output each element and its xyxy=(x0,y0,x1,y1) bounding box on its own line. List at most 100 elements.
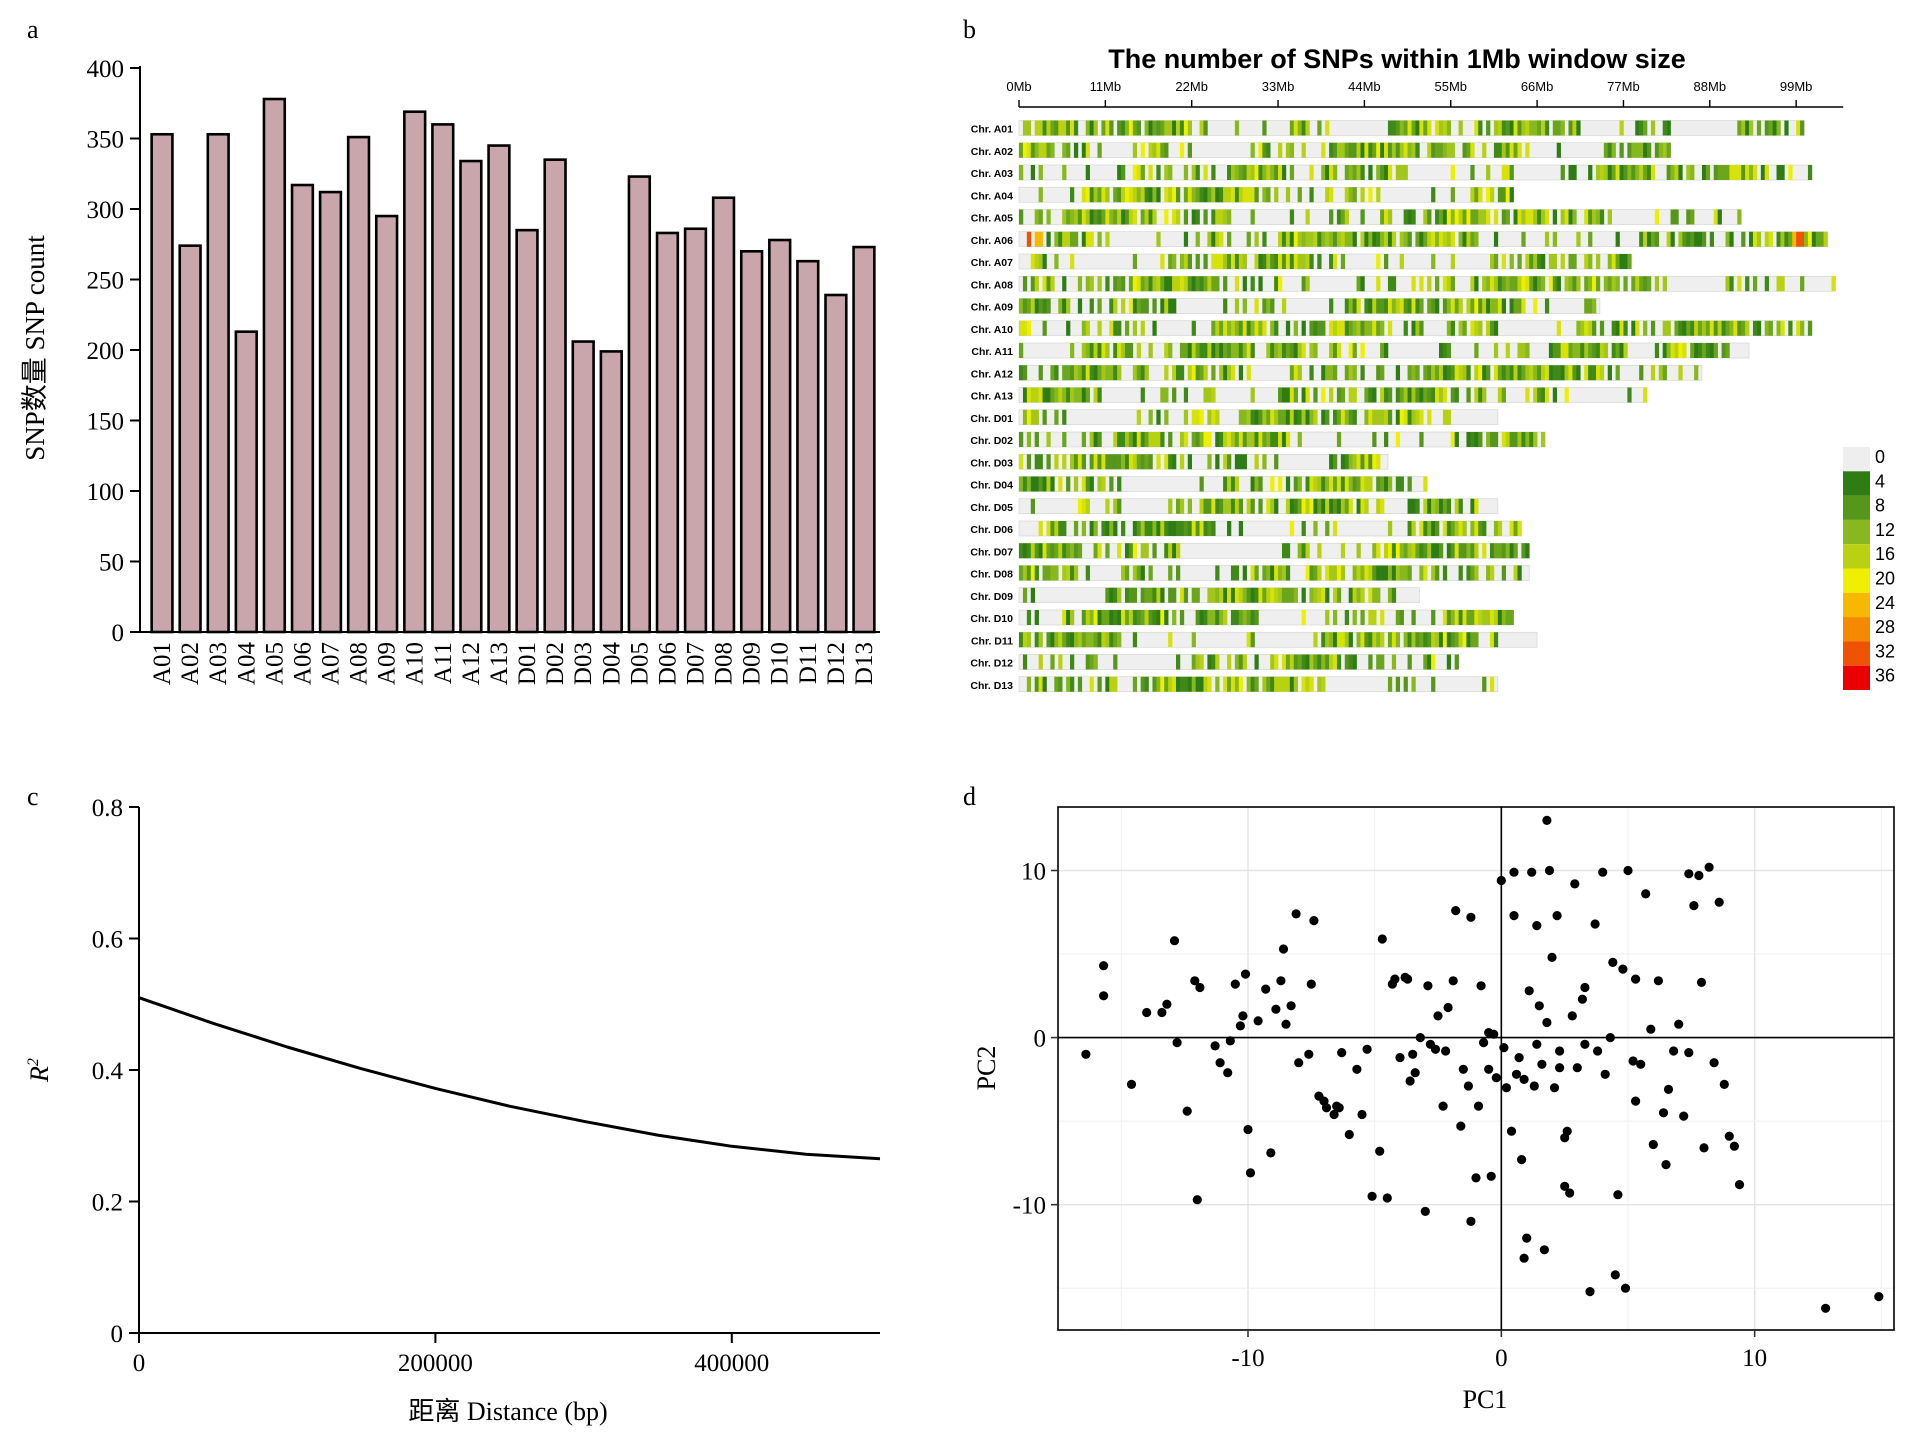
snp-window-cell xyxy=(1380,209,1385,225)
snp-window-cell xyxy=(1482,610,1487,625)
snp-window-cell xyxy=(1560,365,1565,381)
snp-window-cell xyxy=(1529,365,1534,381)
snp-window-cell xyxy=(1348,409,1353,425)
snp-window-cell xyxy=(1505,365,1510,381)
snp-window-cell xyxy=(1399,254,1404,269)
bar-chart-x-tick-label: A04 xyxy=(233,642,260,686)
snp-window-cell xyxy=(1026,610,1032,625)
snp-window-cell xyxy=(1093,187,1098,203)
snp-window-cell xyxy=(1152,676,1157,692)
snp-window-cell xyxy=(1340,254,1346,269)
snp-window-cell xyxy=(1438,231,1444,247)
bar-A10 xyxy=(403,110,427,634)
snp-window-cell xyxy=(1250,676,1255,692)
snp-window-cell xyxy=(1348,498,1353,514)
snp-window-cell xyxy=(1764,276,1769,292)
snp-window-cell xyxy=(1462,365,1467,381)
bar-A04 xyxy=(234,330,258,634)
snp-window-cell xyxy=(1399,231,1404,247)
snp-window-cell xyxy=(1407,298,1412,314)
pca-sample-point xyxy=(1648,1139,1658,1150)
snp-window-cell xyxy=(1399,165,1404,180)
snp-window-cell xyxy=(1207,187,1212,203)
snp-window-cell xyxy=(1442,632,1448,648)
snp-window-cell xyxy=(1474,543,1479,559)
pca-sample-point xyxy=(1484,1064,1494,1074)
pca-sample-point xyxy=(1329,1109,1339,1120)
pca-y-tick-label: 10 xyxy=(1021,858,1046,885)
snp-window-cell xyxy=(1572,209,1577,225)
snp-window-cell xyxy=(1168,587,1173,603)
snp-window-cell xyxy=(1019,565,1024,581)
snp-window-cell xyxy=(1690,209,1695,225)
snp-window-cell xyxy=(1121,454,1126,470)
snp-window-cell xyxy=(1172,254,1177,269)
pca-sample-point xyxy=(1542,1017,1552,1028)
snp-window-cell xyxy=(1019,142,1024,158)
pca-sample-point xyxy=(1509,911,1519,921)
snp-window-cell xyxy=(1713,209,1718,225)
snp-window-cell xyxy=(1336,320,1342,336)
snp-window-cell xyxy=(1391,120,1397,136)
snp-window-cell xyxy=(1301,610,1306,625)
snp-window-cell xyxy=(1179,587,1185,603)
snp-window-cell xyxy=(1505,165,1510,180)
snp-window-cell xyxy=(1136,454,1141,470)
snp-window-cell xyxy=(1438,543,1444,559)
snp-window-cell xyxy=(1309,254,1314,269)
snp-window-cell xyxy=(1580,343,1585,358)
snp-window-cell xyxy=(1344,654,1349,670)
snp-window-cell xyxy=(1725,320,1730,336)
snp-window-cell xyxy=(1423,120,1428,136)
snp-window-cell xyxy=(1019,209,1024,225)
snp-window-cell xyxy=(1788,165,1793,180)
legend-label: 20 xyxy=(1875,569,1895,589)
pca-plot-frame xyxy=(1057,806,1895,1331)
snp-window-cell xyxy=(1450,365,1455,381)
snp-window-cell xyxy=(1486,565,1491,581)
snp-window-cell xyxy=(1054,120,1059,136)
snp-window-cell xyxy=(1066,543,1071,559)
snp-window-cell xyxy=(1179,142,1185,158)
snp-window-cell xyxy=(1321,632,1326,648)
snp-window-cell xyxy=(1446,231,1452,247)
snp-window-cell xyxy=(1431,365,1436,381)
snp-window-cell xyxy=(1446,632,1452,648)
snp-window-cell xyxy=(1101,610,1106,625)
snp-window-cell xyxy=(1191,343,1196,358)
snp-window-cell xyxy=(1172,187,1177,203)
snp-window-cell xyxy=(1705,343,1711,358)
snp-window-cell xyxy=(1030,409,1035,425)
snp-window-cell xyxy=(1411,409,1416,425)
snp-window-cell xyxy=(1105,454,1110,470)
snp-window-cell xyxy=(1038,254,1043,269)
snp-window-cell xyxy=(1662,365,1667,381)
snp-window-cell xyxy=(1662,320,1667,336)
snp-window-cell xyxy=(1572,365,1577,381)
snp-window-cell xyxy=(1062,387,1067,403)
snp-window-cell xyxy=(1219,365,1224,381)
snp-window-cell xyxy=(1690,231,1695,247)
snp-window-cell xyxy=(1438,387,1444,403)
snp-window-cell xyxy=(1223,610,1228,625)
snp-window-cell xyxy=(1199,409,1204,425)
snp-window-cell xyxy=(1423,521,1428,536)
snp-window-cell xyxy=(1329,231,1334,247)
snp-window-cell xyxy=(1395,387,1401,403)
snp-window-cell xyxy=(1066,676,1071,692)
snp-window-cell xyxy=(1501,276,1506,292)
snp-window-cell xyxy=(1073,142,1079,158)
snp-window-cell xyxy=(1085,632,1090,648)
snp-window-cell xyxy=(1623,320,1628,336)
snp-window-cell xyxy=(1183,387,1189,403)
snp-window-cell xyxy=(1211,365,1216,381)
snp-window-cell xyxy=(1281,254,1287,269)
snp-window-cell xyxy=(1073,387,1079,403)
snp-window-cell xyxy=(1458,120,1463,136)
snp-window-cell xyxy=(1230,610,1236,625)
snp-window-cell xyxy=(1399,565,1404,581)
snp-window-cell xyxy=(1274,454,1279,470)
snp-window-cell xyxy=(1132,432,1138,447)
snp-window-cell xyxy=(1658,142,1663,158)
snp-window-cell xyxy=(1144,298,1149,314)
